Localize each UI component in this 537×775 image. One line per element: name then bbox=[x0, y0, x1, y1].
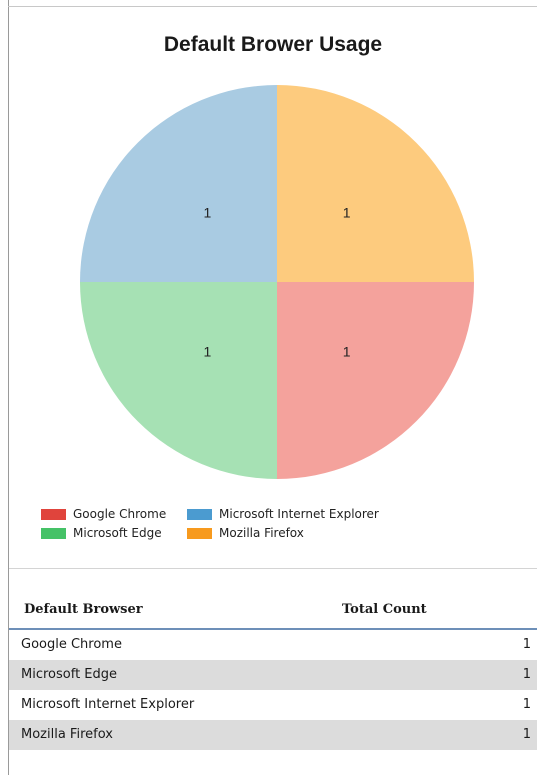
pie-slice-mozilla-firefox[interactable] bbox=[277, 85, 474, 282]
cell-browser: Google Chrome bbox=[21, 637, 122, 652]
legend-swatch-mozilla-firefox bbox=[187, 527, 212, 539]
pie-slice-microsoft-edge[interactable] bbox=[80, 282, 277, 479]
cell-browser: Microsoft Internet Explorer bbox=[21, 697, 195, 712]
pie-data-label-mozilla-firefox: 1 bbox=[343, 204, 351, 220]
legend-label: Microsoft Edge bbox=[73, 526, 162, 540]
cell-count: 1 bbox=[522, 727, 531, 742]
legend-swatch-microsoft-internet-explorer bbox=[187, 508, 212, 520]
column-header-browser[interactable]: Default Browser bbox=[24, 602, 143, 617]
table-header: Default Browser Total Count bbox=[9, 592, 537, 630]
cell-count: 1 bbox=[522, 697, 531, 712]
cell-browser: Microsoft Edge bbox=[21, 667, 118, 682]
legend-item-microsoft-internet-explorer: Microsoft Internet Explorer bbox=[187, 507, 379, 521]
legend-swatch-google-chrome bbox=[41, 508, 66, 520]
pie-slice-microsoft-internet-explorer[interactable] bbox=[80, 85, 277, 282]
frame-border-top bbox=[8, 6, 537, 7]
table-row[interactable]: Mozilla Firefox 1 bbox=[9, 720, 537, 750]
cell-count: 1 bbox=[522, 667, 531, 682]
pie-data-label-google-chrome: 1 bbox=[343, 344, 351, 360]
table-row[interactable]: Microsoft Edge 1 bbox=[9, 660, 537, 690]
cell-browser: Mozilla Firefox bbox=[21, 727, 113, 742]
browser-count-table: Default Browser Total Count Google Chrom… bbox=[9, 592, 537, 750]
frame-border-left bbox=[8, 0, 9, 775]
panel-separator bbox=[9, 568, 537, 569]
chart-title: Default Brower Usage bbox=[163, 33, 383, 56]
cell-count: 1 bbox=[522, 637, 531, 652]
legend-item-google-chrome: Google Chrome bbox=[41, 507, 166, 521]
pie-data-label-microsoft-internet-explorer: 1 bbox=[203, 204, 211, 220]
pie-data-label-microsoft-edge: 1 bbox=[203, 344, 211, 360]
legend-label: Microsoft Internet Explorer bbox=[219, 507, 379, 521]
pie-slice-google-chrome[interactable] bbox=[277, 282, 474, 479]
legend-label: Google Chrome bbox=[73, 507, 167, 521]
pie-chart: 1 1 1 1 bbox=[80, 85, 474, 479]
table-row[interactable]: Google Chrome 1 bbox=[9, 630, 537, 660]
legend-item-mozilla-firefox: Mozilla Firefox bbox=[187, 526, 304, 540]
column-header-total-count[interactable]: Total Count bbox=[342, 602, 427, 617]
legend-item-microsoft-edge: Microsoft Edge bbox=[41, 526, 162, 540]
legend-swatch-microsoft-edge bbox=[41, 527, 66, 539]
legend-label: Mozilla Firefox bbox=[219, 526, 304, 540]
table-row[interactable]: Microsoft Internet Explorer 1 bbox=[9, 690, 537, 720]
